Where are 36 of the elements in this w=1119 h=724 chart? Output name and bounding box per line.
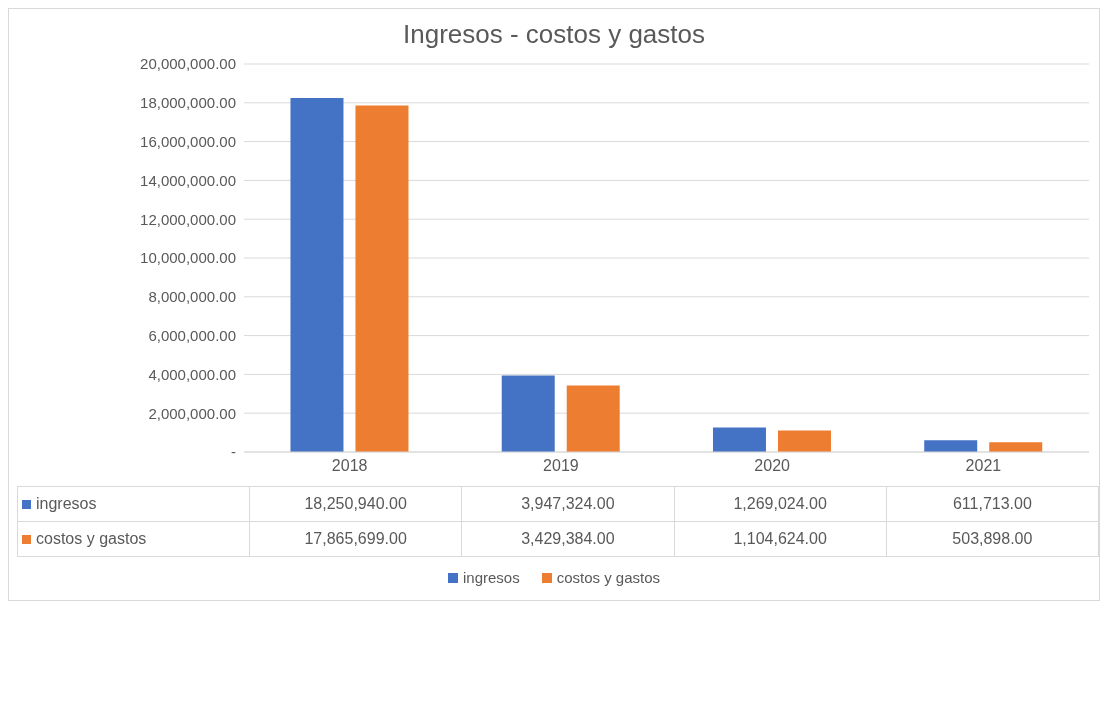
bar bbox=[290, 97, 344, 452]
y-tick-label: 6,000,000.00 bbox=[148, 326, 236, 344]
y-tick-label: 18,000,000.00 bbox=[140, 94, 236, 112]
y-tick-label: 12,000,000.00 bbox=[140, 210, 236, 228]
bar bbox=[712, 427, 766, 452]
x-tick-label: 2021 bbox=[965, 457, 1002, 475]
bar bbox=[355, 105, 409, 452]
x-tick-label: 2018 bbox=[331, 457, 368, 475]
data-label: 1,269,024.00 bbox=[674, 486, 887, 522]
bar bbox=[989, 442, 1043, 452]
data-label: 17,865,699.00 bbox=[249, 521, 462, 557]
bar bbox=[501, 375, 555, 452]
data-label: 3,429,384.00 bbox=[461, 521, 674, 557]
text: costos y gastos bbox=[36, 530, 147, 547]
y-tick-label: 8,000,000.00 bbox=[148, 288, 236, 306]
y-tick-label: 4,000,000.00 bbox=[148, 365, 236, 383]
x-tick-label: 2019 bbox=[543, 457, 579, 475]
y-tick-label: 2,000,000.00 bbox=[148, 404, 236, 422]
text: ingresos bbox=[36, 495, 97, 512]
y-tick-label: 14,000,000.00 bbox=[140, 171, 236, 189]
data-label: 1,104,624.00 bbox=[674, 521, 887, 557]
data-label: 611,713.00 bbox=[886, 486, 1099, 522]
x-tick-label: 2020 bbox=[754, 457, 791, 475]
legend-label: costos y gastos bbox=[555, 569, 661, 586]
bar bbox=[777, 430, 831, 452]
y-tick-label: - bbox=[231, 443, 236, 461]
bar bbox=[566, 385, 620, 452]
y-tick-label: 10,000,000.00 bbox=[140, 249, 236, 267]
data-label: 3,947,324.00 bbox=[461, 486, 674, 522]
legend-label: ingresos bbox=[461, 569, 520, 586]
chart-title: Ingresos - costos y gastos bbox=[402, 19, 706, 50]
bar bbox=[924, 440, 978, 452]
y-tick-label: 20,000,000.00 bbox=[140, 55, 236, 73]
y-tick-label: 16,000,000.00 bbox=[140, 132, 236, 150]
data-label: 503,898.00 bbox=[886, 521, 1099, 557]
data-label: 18,250,940.00 bbox=[249, 486, 462, 522]
